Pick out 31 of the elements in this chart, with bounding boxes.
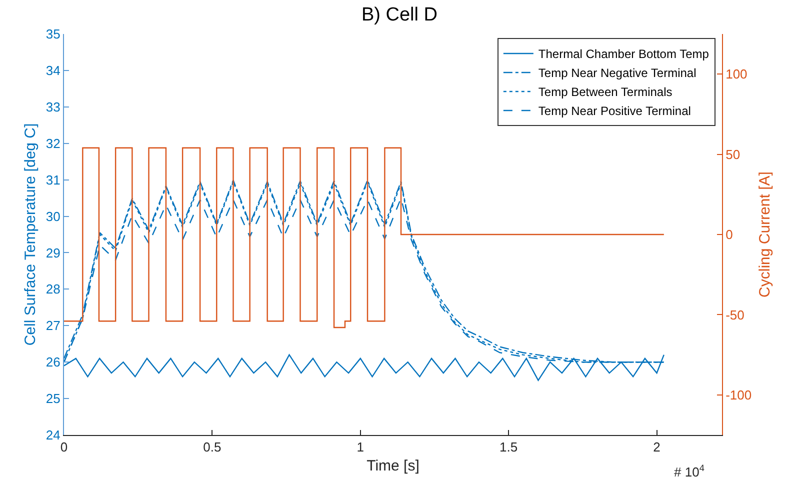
y-tick-label: 25 [46, 391, 60, 406]
y-tick-label: 35 [46, 26, 60, 42]
legend-label: Temp Near Negative Terminal [538, 66, 696, 80]
y2-tick-label: 50 [726, 146, 740, 162]
y-axis-title: Cell Surface Temperature [deg C] [22, 123, 40, 346]
x-tick-label: 0.5 [203, 440, 222, 455]
y2-tick-label: 0 [726, 227, 733, 242]
text: # 10$^{4}$ [674, 463, 704, 480]
legend-label: Thermal Chamber Bottom Temp [538, 47, 710, 62]
y2-tick-label: 100 [726, 66, 748, 82]
y-tick-label: 31 [46, 172, 60, 188]
y2-tick-label: -100 [726, 387, 752, 402]
y-tick-label: 30 [46, 208, 60, 224]
x-tick-label: 0 [60, 440, 68, 455]
y-tick-label: 32 [46, 136, 60, 151]
y-tick-label: 28 [46, 282, 60, 297]
x-tick-label: 2 [653, 440, 660, 455]
x-tick-label: 1 [356, 440, 364, 455]
y-tick-label: 33 [46, 99, 60, 114]
y-tick-label: 27 [46, 318, 60, 334]
x-axis-title: Time [s] [366, 458, 420, 475]
y2-axis-title: Cycling Current [A] [756, 172, 774, 298]
y2-tick-label: -50 [726, 307, 744, 322]
legend-label: Temp Between Terminals [538, 85, 672, 100]
y-tick-label: 26 [46, 354, 60, 370]
y-tick-label: 24 [46, 428, 60, 443]
y-tick-label: 34 [46, 63, 60, 78]
y-tick-label: 29 [46, 245, 60, 260]
legend-label: Temp Near Positive Terminal [538, 104, 691, 118]
chart-title: B) Cell D [361, 4, 438, 26]
x-tick-label: 1.5 [500, 440, 518, 455]
